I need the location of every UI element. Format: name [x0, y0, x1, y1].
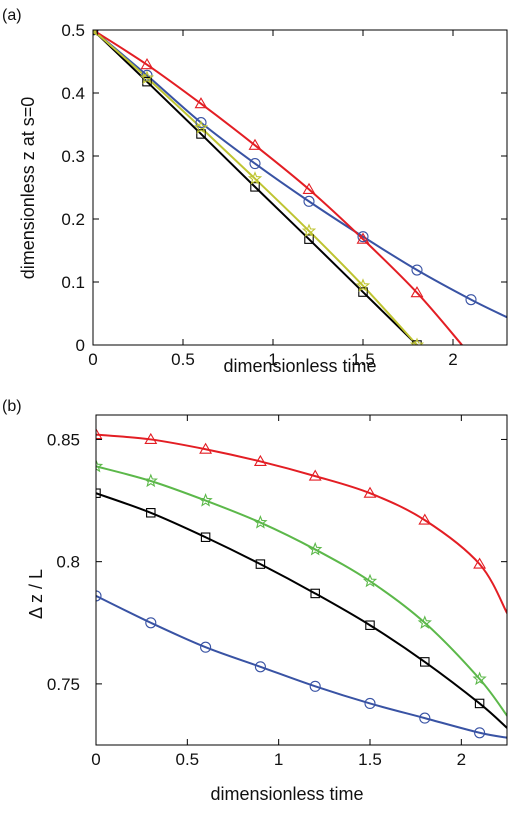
panel-b-series-2-marker-4 [310, 588, 320, 599]
panel-b-series-1-marker-4 [308, 541, 323, 556]
panel-a-x-tick-label-0: 0 [88, 350, 97, 369]
panel-a-y-tick-label-2: 0.2 [61, 210, 85, 229]
panel-a-label: (a) [2, 7, 22, 24]
panel-a-series-3-marker-3 [247, 171, 263, 185]
panel-b-y-axis-label: Δ z / L [26, 569, 46, 619]
panel-b-series-0-marker-1 [144, 432, 158, 444]
panel-b-series-2-marker-7 [474, 698, 485, 709]
panel-b-series-2-marker-5 [365, 620, 375, 630]
panel-a-y-axis-label: dimensionless z at s=0 [18, 97, 38, 280]
panel-a-series-2-marker-4 [304, 234, 314, 244]
panel-a-series-1-marker-3 [248, 138, 262, 150]
panel-b-series-3-line [96, 594, 507, 739]
panel-b-series-1-marker-7 [472, 671, 487, 686]
panel-b-x-tick-label-3: 1.5 [358, 750, 382, 769]
panel-b-series-2-line [96, 492, 507, 729]
panel-b-x-tick-label-2: 1 [274, 750, 283, 769]
panel-a-series-3-marker-1 [139, 70, 155, 84]
panel-a-series-0-marker-3 [249, 158, 261, 170]
panel-b-series-3-marker-6 [419, 712, 431, 724]
panel-b: (b) 0 0.5 1 1.5 2 0.75 0.8 0.85 dimensionless t… [2, 398, 508, 804]
panel-a-series-3-marker-6 [409, 337, 425, 345]
panel-a-series-3-marker-5 [355, 278, 371, 292]
panel-a-series-0-marker-7 [465, 294, 477, 306]
panel-b-label: (b) [2, 398, 22, 415]
panel-b-series [96, 427, 507, 739]
panel-b-series-3-marker-7 [474, 727, 486, 739]
panel-a-axes-frame [92, 29, 508, 346]
panel-b-series-1-marker-2 [198, 493, 213, 507]
panel-b-series-2-marker-6 [420, 657, 430, 667]
panel-b-series-3-marker-3 [254, 661, 266, 673]
panel-a-series-2-marker-3 [250, 182, 260, 192]
panel-b-series-1-line [96, 465, 507, 717]
panel-b-series-0-marker-4 [308, 469, 322, 481]
panel-a-series [93, 30, 507, 345]
panel-b-series-3-marker-0 [96, 590, 102, 602]
panel-b-series-0-marker-2 [199, 442, 213, 454]
panel-b-y-tick-label-0: 0.75 [47, 675, 80, 694]
panel-b-x-tick-label-0: 0 [91, 750, 100, 769]
panel-b-series-1-marker-6 [417, 615, 432, 629]
panel-b-series-3-marker-5 [364, 697, 376, 709]
panel-a-y-tick-label-3: 0.3 [61, 147, 85, 166]
panel-a-series-0-marker-6 [411, 264, 423, 276]
panel-b-ticks: 0 0.5 1 1.5 2 0.75 0.8 0.85 [47, 415, 507, 769]
panel-a-x-tick-label-2: 1 [268, 350, 277, 369]
panel-b-x-tick-label-4: 2 [457, 750, 466, 769]
panel-a-x-tick-label-1: 0.5 [171, 350, 195, 369]
panel-b-series-0-marker-7 [473, 557, 487, 569]
panel-b-series-3-marker-4 [309, 680, 321, 692]
panel-a: (a) 0 0.5 1 1.5 2 0 0.1 0.2 0.3 0.4 0.5 dimensionl… [2, 7, 508, 376]
panel-a-series-1-marker-6 [410, 286, 424, 298]
panel-a-series-1-marker-2 [194, 97, 208, 109]
panel-a-series-1-marker-1 [140, 58, 154, 70]
panel-b-y-tick-label-2: 0.85 [47, 430, 80, 449]
panel-a-series-0-marker-2 [195, 117, 207, 129]
panel-a-x-axis-label: dimensionless time [223, 356, 376, 376]
panel-a-ticks: 0 0.5 1 1.5 2 0 0.1 0.2 0.3 0.4 0.5 [61, 21, 507, 369]
panel-a-series-2-marker-1 [142, 76, 152, 87]
panel-b-axes-frame [95, 414, 508, 746]
panel-a-series-2-line [93, 30, 418, 345]
panel-a-y-tick-label-0: 0 [76, 336, 85, 355]
panel-a-y-tick-label-1: 0.1 [61, 273, 85, 292]
panel-b-series-2-marker-1 [146, 508, 156, 518]
panel-b-y-tick-label-1: 0.8 [56, 553, 80, 572]
panel-a-y-tick-label-5: 0.5 [61, 21, 85, 40]
panel-b-series-0-line [96, 433, 507, 614]
panel-a-series-1-marker-5 [356, 232, 370, 244]
panel-b-series-1-marker-0 [96, 458, 104, 473]
panel-b-x-axis-label: dimensionless time [210, 784, 363, 804]
panel-a-x-tick-label-3: 1.5 [351, 350, 375, 369]
panel-a-series-3-marker-2 [193, 120, 209, 134]
panel-a-series-1-marker-4 [302, 182, 316, 194]
panel-a-series-0-marker-5 [357, 231, 369, 243]
panel-a-series-3-marker-4 [301, 223, 317, 238]
panel-a-series-0-marker-4 [303, 195, 315, 207]
panel-b-series-2-marker-2 [200, 532, 211, 542]
panel-b-series-1-marker-3 [253, 515, 268, 529]
panel-a-x-tick-label-4: 2 [448, 350, 457, 369]
panel-b-series-1-marker-1 [143, 473, 158, 488]
panel-b-series-2-marker-3 [255, 559, 266, 569]
panel-b-series-0-marker-3 [253, 454, 267, 466]
panel-b-series-3-marker-1 [145, 617, 157, 629]
panel-b-series-0-marker-6 [418, 513, 432, 525]
panel-b-series-0-marker-5 [363, 486, 377, 498]
panel-b-series-3-marker-2 [200, 641, 212, 653]
panel-b-x-tick-label-1: 0.5 [176, 750, 200, 769]
panel-a-series-0-line [93, 30, 507, 319]
panel-a-y-tick-label-4: 0.4 [61, 84, 85, 103]
panel-b-series-0-marker-0 [96, 427, 103, 440]
panel-b-series-1-marker-5 [362, 573, 378, 588]
